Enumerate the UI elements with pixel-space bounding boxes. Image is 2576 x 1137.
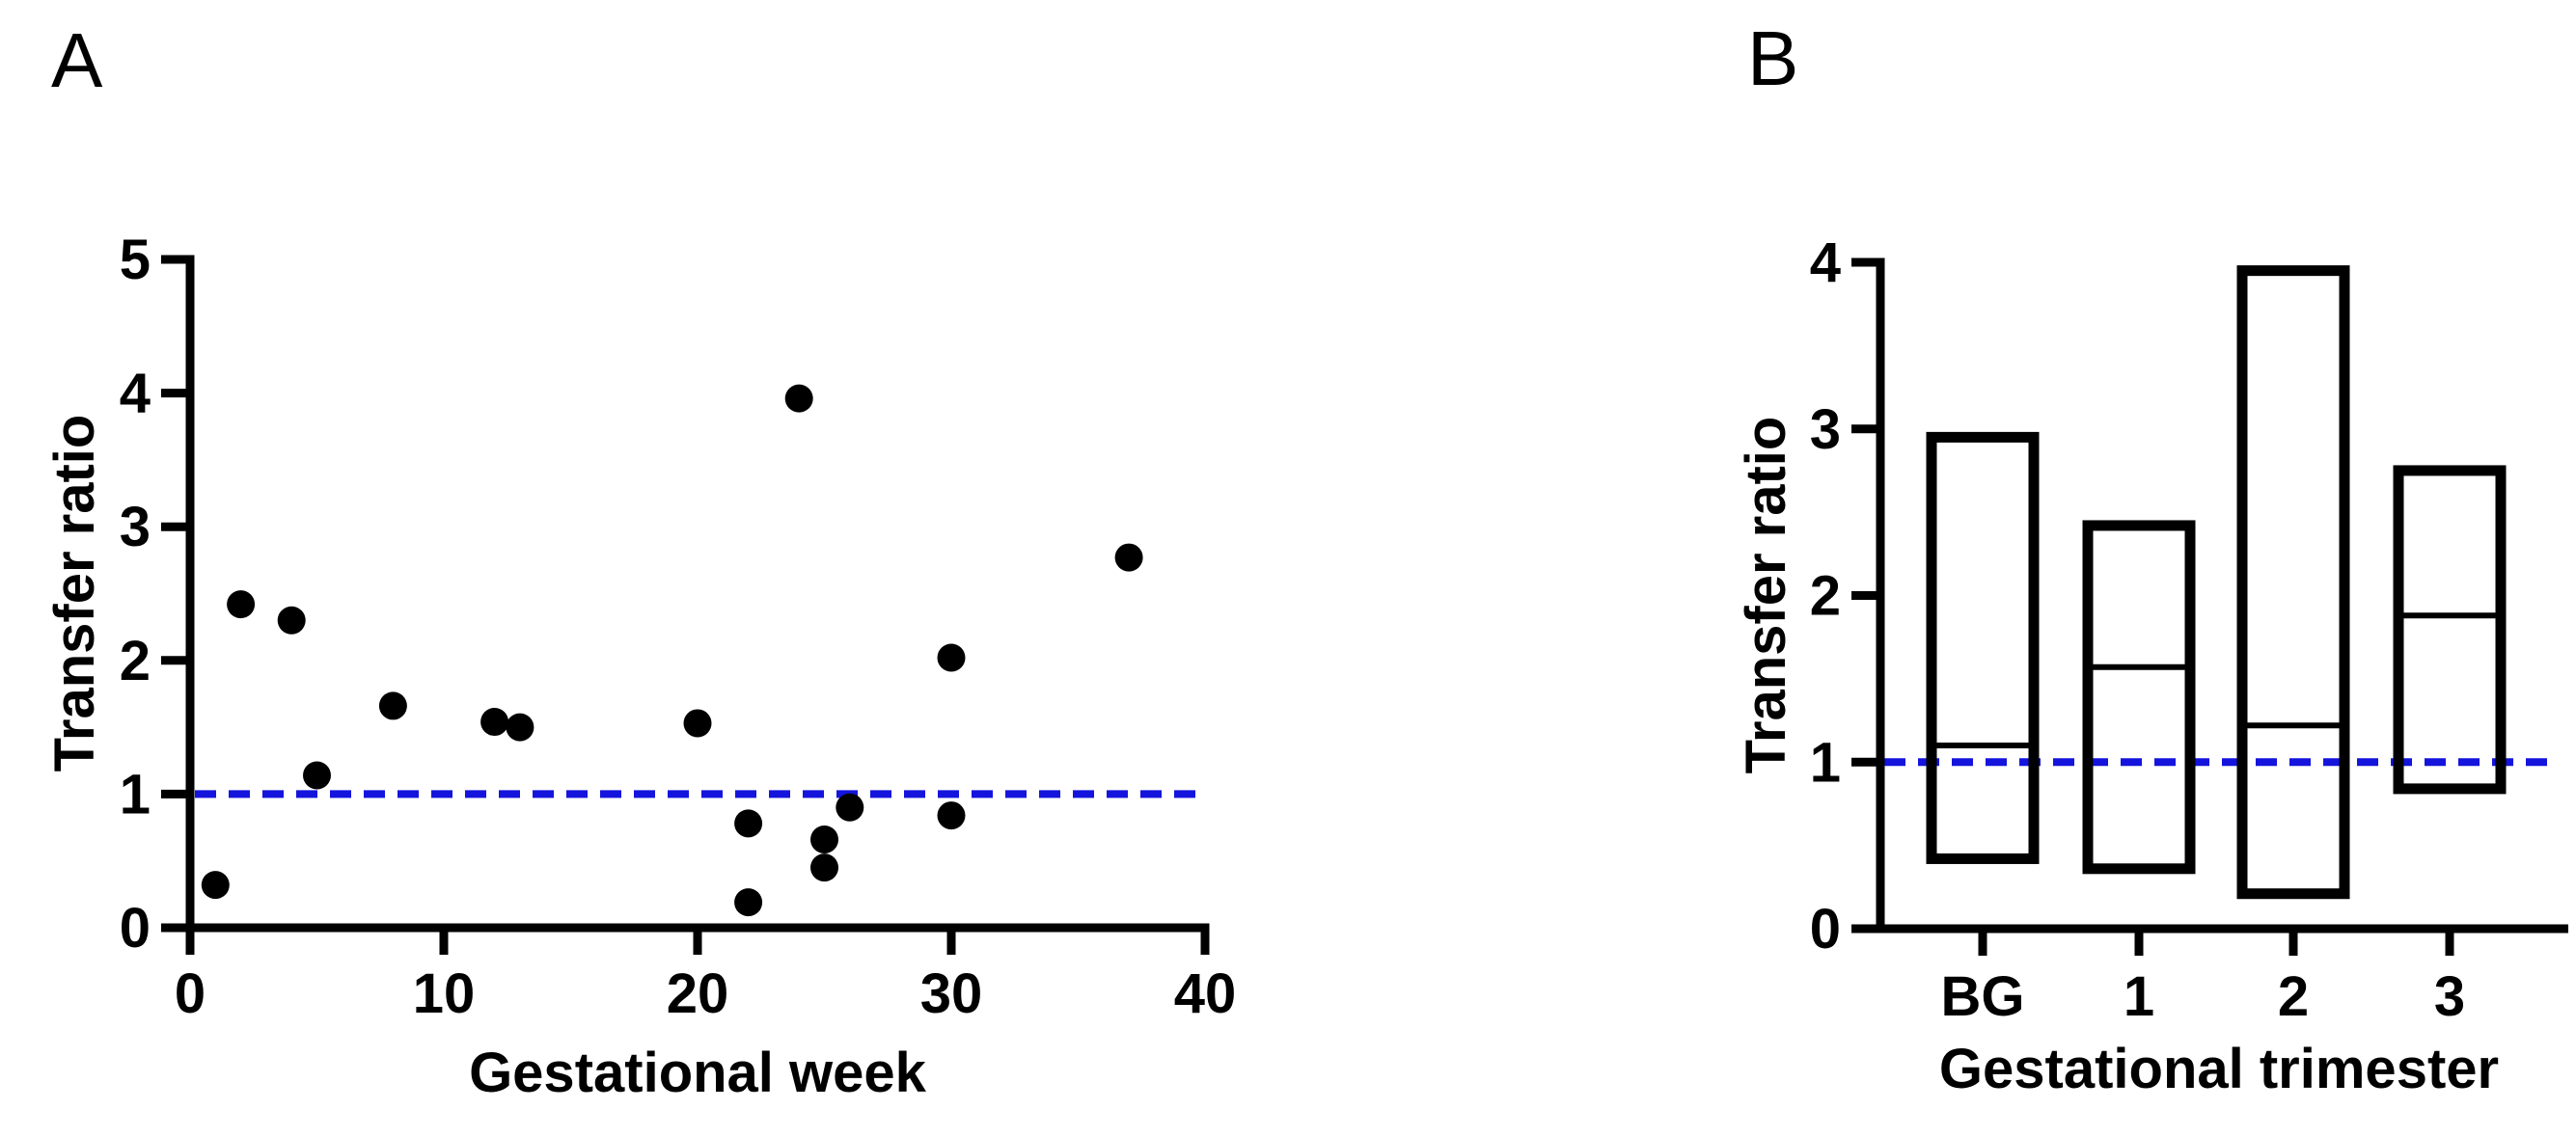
panel-b-bars-layer bbox=[1926, 265, 2507, 900]
data-point bbox=[480, 708, 509, 737]
panel-b-y-tick-label: 2 bbox=[1810, 565, 1841, 628]
panel-a-x-tick-label: 40 bbox=[1174, 962, 1237, 1025]
panel-a: A Transfer ratio Gestational week 0 1 2 3 4 5… bbox=[43, 17, 1236, 1104]
panel-b-x-tick-label: 1 bbox=[2124, 965, 2154, 1028]
panel-a-x-tick-label: 0 bbox=[175, 962, 206, 1025]
panel-b-letter: B bbox=[1747, 15, 1798, 101]
floating-bar bbox=[2236, 265, 2350, 900]
data-point bbox=[810, 853, 838, 882]
data-point bbox=[683, 709, 712, 738]
panel-b-y-tick-label: 1 bbox=[1810, 731, 1841, 794]
panel-a-x-tick-label: 20 bbox=[667, 962, 729, 1025]
panel-b-x-tick-label: BG bbox=[1941, 965, 2025, 1028]
data-point bbox=[784, 384, 813, 413]
floating-bar bbox=[2082, 520, 2196, 875]
data-point bbox=[277, 606, 306, 635]
panel-b-y-tick-label: 3 bbox=[1810, 398, 1841, 461]
data-point bbox=[303, 761, 331, 790]
data-point bbox=[734, 809, 763, 838]
panel-a-y-tick-label: 2 bbox=[120, 630, 151, 692]
data-point bbox=[506, 713, 534, 742]
panel-a-y-tick-label: 4 bbox=[120, 363, 151, 425]
panel-b-y-tick-label: 0 bbox=[1810, 898, 1841, 961]
panel-a-x-tick-label: 10 bbox=[413, 962, 476, 1025]
panel-b: B Transfer ratio Gestational trimester 0… bbox=[1735, 15, 2568, 1100]
panel-b-x-tick-label: 2 bbox=[2278, 965, 2309, 1028]
data-point bbox=[378, 691, 407, 720]
floating-bar bbox=[2393, 465, 2507, 795]
panel-b-y-tick-label: 4 bbox=[1810, 231, 1841, 294]
panel-a-y-tick-label: 1 bbox=[120, 763, 151, 826]
panel-a-y-tick-label: 0 bbox=[120, 897, 151, 960]
panel-b-x-tick-label: 3 bbox=[2434, 965, 2465, 1028]
panel-a-points-layer bbox=[201, 384, 1143, 917]
panel-a-y-axis-title: Transfer ratio bbox=[43, 415, 106, 772]
panel-b-x-axis-title: Gestational trimester bbox=[1939, 1038, 2499, 1100]
data-point bbox=[1114, 543, 1143, 572]
data-point bbox=[836, 793, 864, 822]
data-point bbox=[937, 801, 966, 830]
data-point bbox=[227, 590, 256, 619]
data-point bbox=[201, 871, 230, 900]
panel-b-axes-layer: 0 1 2 3 4 BG 1 2 3 bbox=[1810, 231, 2568, 1028]
panel-b-y-axis-title: Transfer ratio bbox=[1735, 417, 1797, 774]
data-point bbox=[810, 826, 838, 854]
panel-a-y-tick-label: 3 bbox=[120, 496, 151, 558]
panel-a-x-tick-label: 30 bbox=[920, 962, 983, 1025]
panel-a-x-axis-title: Gestational week bbox=[469, 1042, 927, 1104]
floating-bar bbox=[1926, 431, 2040, 864]
data-point bbox=[734, 888, 763, 917]
panel-a-y-tick-label: 5 bbox=[120, 229, 151, 291]
panel-a-letter: A bbox=[51, 17, 103, 103]
data-point bbox=[937, 643, 966, 672]
panel-a-axes-layer: 0 1 2 3 4 5 0 10 20 30 40 bbox=[120, 229, 1237, 1025]
